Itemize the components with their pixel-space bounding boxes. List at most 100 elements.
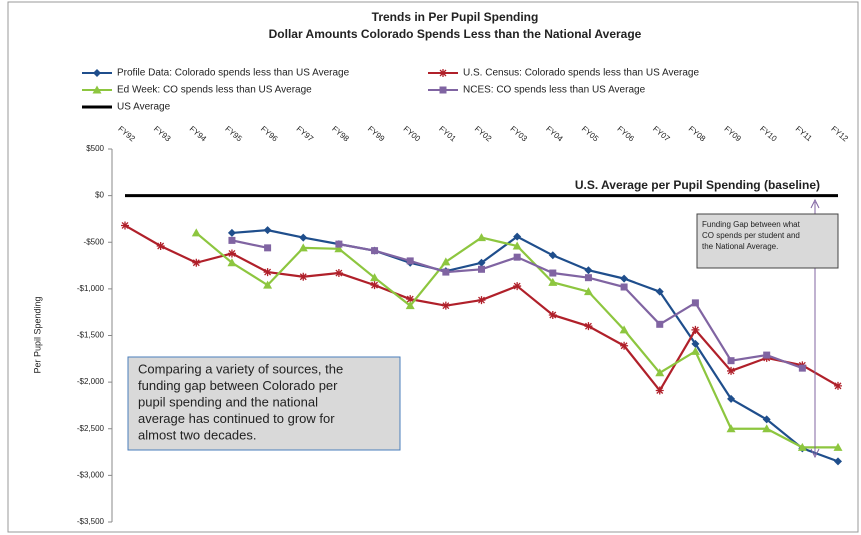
y-tick-label: -$500 [84,237,105,246]
y-tick-label: -$1,000 [77,284,105,293]
data-point [762,424,772,433]
legend-marker [439,69,447,77]
y-tick-label: -$3,000 [77,470,105,479]
data-point [620,341,629,350]
data-point [655,287,664,296]
data-point [549,269,557,277]
data-point [691,325,700,334]
data-point [656,320,664,328]
data-point [548,277,558,286]
data-point [227,249,236,258]
data-point [298,243,308,252]
data-point [264,244,272,252]
data-point [227,258,237,267]
data-point [227,228,236,237]
data-point [690,346,700,355]
annotation-box [696,213,839,269]
data-point [263,280,273,289]
data-point [477,296,486,305]
y-tick-label: -$3,500 [77,517,105,526]
data-point [583,287,593,296]
data-point [334,244,344,253]
data-point [370,273,380,282]
data-point [121,221,129,230]
data-point [406,295,415,304]
data-point [228,236,236,244]
data-point [334,269,343,278]
data-point [834,381,842,390]
legend-label: Profile Data: Colorado spends less than … [117,68,350,79]
annotation-box [127,356,401,451]
legend-marker [93,69,101,77]
y-tick-label: -$1,500 [77,331,105,340]
data-point [513,253,521,261]
data-point [299,272,308,281]
data-point [406,257,414,265]
data-point [477,233,486,242]
chart-title: Trends in Per Pupil Spending [372,10,539,24]
legend-label: NCES: CO spends less than US Average [463,85,646,96]
series-line [231,239,803,370]
data-point [370,281,379,290]
data-point [548,251,557,260]
annotation-text: CO spends per student and [702,231,800,240]
data-point [548,310,557,319]
annotation-text: the National Average. [702,242,778,251]
data-point [655,368,665,377]
data-point [726,424,736,433]
data-point [191,228,201,237]
data-point [299,233,308,242]
data-point [691,339,700,348]
data-point [727,366,736,375]
gap-arrow-head [810,448,820,459]
data-point [584,274,592,282]
legend-marker [92,85,102,94]
baseline-annotation: U.S. Average per Pupil Spending (baselin… [575,178,820,192]
data-point [834,457,842,466]
data-point [620,283,628,291]
data-point [727,357,735,365]
data-point [619,325,629,334]
data-point [691,299,699,307]
data-point [833,442,843,451]
y-axis-label: Per Pupil Spending [32,296,42,373]
legend-label: Ed Week: CO spends less than US Average [117,85,312,96]
data-point [156,241,165,250]
data-point [513,282,522,291]
data-point [620,274,629,283]
data-point [763,351,771,359]
data-point [512,241,522,250]
data-point [727,394,736,403]
annotation-text: Funding Gap between what [702,220,801,229]
data-point [192,258,201,267]
data-point [371,247,379,255]
y-tick-label: $0 [95,191,104,200]
data-point [478,265,485,273]
legend-label: U.S. Census: Colorado spends less than U… [463,68,699,79]
data-point [477,258,486,267]
series-line [231,229,839,463]
data-point [263,226,272,235]
annotation-text: almost two decades. [138,427,257,442]
annotation-text: pupil spending and the national [138,394,318,409]
data-point [263,268,272,277]
legend-label: US Average [117,102,171,113]
data-point [513,232,522,241]
data-point [405,301,415,310]
data-point [584,322,593,331]
chart-title: Dollar Amounts Colorado Spends Less than… [269,27,642,41]
data-point [797,442,807,451]
gap-arrow-head [810,198,820,209]
data-point [584,266,593,275]
data-point [655,386,664,395]
data-point [762,415,771,424]
data-point [442,268,450,276]
y-tick-label: -$2,000 [77,377,105,386]
data-point [441,257,451,266]
annotation-text: funding gap between Colorado per [138,378,338,393]
data-point [441,301,450,310]
data-point [335,240,343,248]
y-tick-label: -$2,500 [77,424,105,433]
legend-marker [439,86,447,94]
